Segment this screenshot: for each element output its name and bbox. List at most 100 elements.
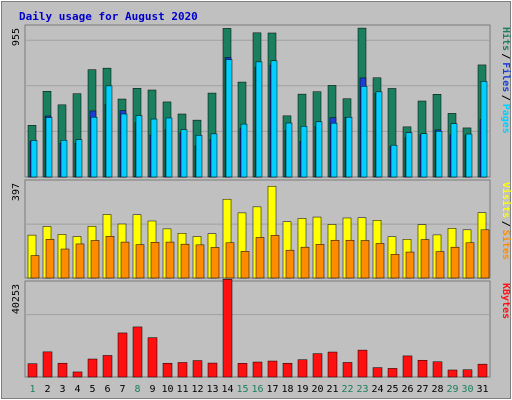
bar-kbytes-day-7 xyxy=(117,332,128,378)
legend-separator: / xyxy=(500,221,511,227)
bar-pages-day-29 xyxy=(450,123,458,178)
bar-sites-day-29 xyxy=(450,246,460,279)
bar-sites-day-12 xyxy=(195,244,205,279)
bar-pages-day-14 xyxy=(225,59,233,178)
legend-label-visits: Visits xyxy=(500,182,512,218)
x-axis-day-label: 14 xyxy=(221,384,233,395)
bar-pages-day-10 xyxy=(165,117,173,178)
x-axis-day-label: 16 xyxy=(251,384,263,395)
x-axis-day-label: 12 xyxy=(191,384,203,395)
x-axis-day-label: 23 xyxy=(356,384,368,395)
x-axis-day-label: 28 xyxy=(431,384,443,395)
bar-sites-day-31 xyxy=(480,229,490,279)
x-axis-day-label: 2 xyxy=(44,384,50,395)
bar-pages-day-26 xyxy=(405,132,413,178)
y-axis-max-label: 955 xyxy=(11,28,22,46)
bar-kbytes-day-5 xyxy=(87,358,98,378)
bar-kbytes-day-18 xyxy=(282,362,293,378)
x-axis-day-label: 1 xyxy=(29,384,35,395)
bar-kbytes-day-23 xyxy=(357,349,368,378)
bar-pages-day-13 xyxy=(210,133,218,178)
bar-sites-day-30 xyxy=(465,242,475,279)
bar-sites-day-24 xyxy=(375,243,385,279)
x-axis-day-label: 11 xyxy=(176,384,188,395)
legend-label-hits: Hits xyxy=(500,27,512,51)
bar-pages-day-19 xyxy=(300,126,308,178)
legend-label-pages: Pages xyxy=(500,104,511,134)
x-axis-day-label: 20 xyxy=(311,384,323,395)
x-axis-day-label: 27 xyxy=(416,384,428,395)
bar-sites-day-1 xyxy=(30,255,40,279)
x-axis-day-label: 9 xyxy=(149,384,155,395)
bar-pages-day-16 xyxy=(255,61,263,178)
bar-pages-day-27 xyxy=(420,133,428,178)
bar-kbytes-day-24 xyxy=(372,367,383,378)
bar-sites-day-28 xyxy=(435,251,445,279)
bar-kbytes-day-31 xyxy=(477,363,488,378)
bar-sites-day-16 xyxy=(255,237,265,279)
bar-sites-day-6 xyxy=(105,236,115,279)
chart-title: Daily usage for August 2020 xyxy=(19,10,198,23)
bar-sites-day-18 xyxy=(285,249,295,279)
legend-separator: / xyxy=(500,95,511,101)
bar-kbytes-day-30 xyxy=(462,369,473,378)
x-axis-day-label: 29 xyxy=(446,384,458,395)
bar-kbytes-day-10 xyxy=(162,362,173,378)
bar-kbytes-day-3 xyxy=(57,362,68,378)
bar-sites-day-4 xyxy=(75,243,85,279)
bar-sites-day-27 xyxy=(420,239,430,279)
x-axis-day-label: 6 xyxy=(104,384,110,395)
x-axis-day-label: 24 xyxy=(371,384,383,395)
x-axis-day-label: 19 xyxy=(296,384,308,395)
bar-pages-day-3 xyxy=(60,140,68,178)
bar-sites-day-22 xyxy=(345,239,355,279)
bar-pages-day-18 xyxy=(285,122,293,178)
bar-kbytes-day-29 xyxy=(447,369,458,378)
bar-kbytes-day-20 xyxy=(312,353,323,378)
bar-kbytes-day-25 xyxy=(387,368,398,378)
bar-pages-day-21 xyxy=(330,122,338,178)
bar-kbytes-day-19 xyxy=(297,359,308,378)
x-axis-day-label: 10 xyxy=(161,384,173,395)
bar-sites-day-21 xyxy=(330,239,340,279)
x-axis-day-label: 22 xyxy=(341,384,353,395)
bar-pages-day-8 xyxy=(135,115,143,178)
bar-sites-day-5 xyxy=(90,240,100,279)
bar-sites-day-7 xyxy=(120,241,130,279)
bar-sites-day-23 xyxy=(360,240,370,279)
x-axis-day-label: 3 xyxy=(59,384,65,395)
bar-sites-day-20 xyxy=(315,244,325,279)
x-axis-day-label: 13 xyxy=(206,384,218,395)
x-axis-day-label: 5 xyxy=(89,384,95,395)
legend-label-sites: Sites xyxy=(500,230,512,260)
bar-pages-day-24 xyxy=(375,91,383,178)
bar-kbytes-day-14 xyxy=(222,279,233,378)
bar-pages-day-4 xyxy=(75,139,83,178)
bar-sites-day-14 xyxy=(225,242,235,279)
legend-label-kbytes: KBytes xyxy=(500,283,511,319)
bar-pages-day-6 xyxy=(105,85,113,178)
x-axis-day-label: 4 xyxy=(74,384,80,395)
x-axis-day-label: 7 xyxy=(119,384,125,395)
bar-sites-day-17 xyxy=(270,235,280,279)
bar-sites-day-9 xyxy=(150,242,160,279)
legend-label-files: Files xyxy=(500,62,512,92)
y-axis-max-label: 40253 xyxy=(11,284,22,314)
bar-kbytes-day-27 xyxy=(417,359,428,378)
bar-sites-day-19 xyxy=(300,246,310,279)
x-axis-day-label: 25 xyxy=(386,384,398,395)
bar-kbytes-day-8 xyxy=(132,326,143,378)
bar-kbytes-day-17 xyxy=(267,360,278,378)
bar-kbytes-day-12 xyxy=(192,360,203,378)
bar-pages-day-9 xyxy=(150,118,158,178)
bar-kbytes-day-4 xyxy=(72,371,83,378)
bar-pages-day-30 xyxy=(465,133,473,178)
bar-sites-day-3 xyxy=(60,248,70,279)
bar-kbytes-day-9 xyxy=(147,337,158,378)
bar-kbytes-day-16 xyxy=(252,361,263,378)
bar-pages-day-1 xyxy=(30,140,38,178)
bar-pages-day-20 xyxy=(315,121,323,178)
